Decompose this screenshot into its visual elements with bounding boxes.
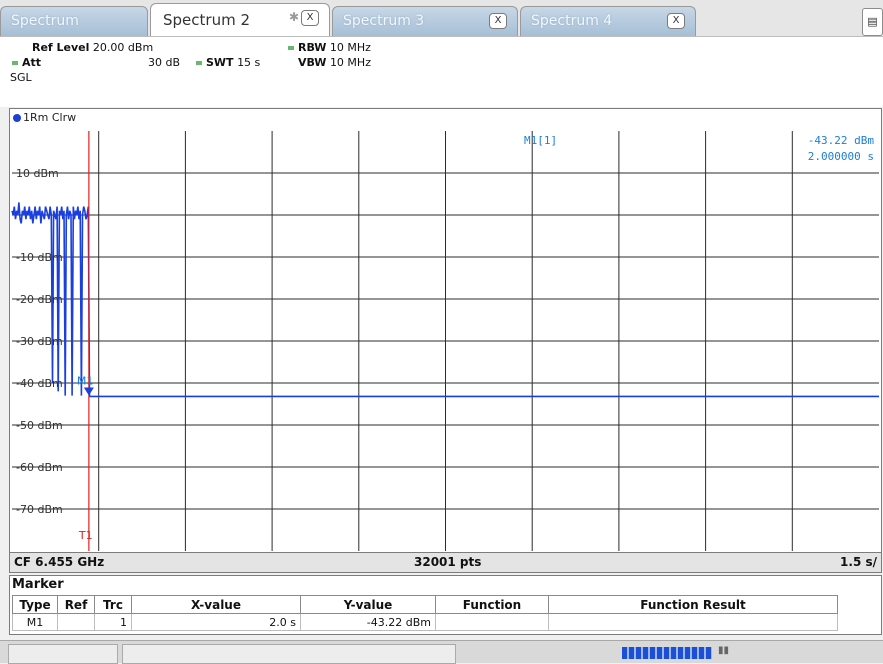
cell-ref xyxy=(57,613,95,631)
col-type: Type xyxy=(12,595,58,614)
cell-trc: 1 xyxy=(94,613,132,631)
tab-spectrum-3[interactable]: Spectrum 3 X xyxy=(332,6,518,36)
tab-label: Spectrum 2 xyxy=(163,11,250,29)
y-tick-label: -50 dBm xyxy=(16,419,63,432)
marker-table-title: Marker xyxy=(12,577,64,592)
cell-y-value: -43.22 dBm xyxy=(300,613,436,631)
swt-label: SWT xyxy=(206,56,234,69)
marker-label: M1 xyxy=(77,375,94,388)
marker-table-header: Type Ref Trc X-value Y-value Function Fu… xyxy=(12,595,838,614)
time-per-division: 1.5 s/ xyxy=(840,555,877,569)
diagram-footer: CF 6.455 GHz 32001 pts 1.5 s/ xyxy=(9,553,882,573)
marker-readout-level: -43.22 dBm xyxy=(808,134,875,147)
col-function: Function xyxy=(435,595,549,614)
y-tick-label: 10 dBm xyxy=(16,167,59,180)
sweep-mode: SGL xyxy=(10,71,32,84)
y-tick-label: -10 dBm xyxy=(16,251,63,264)
close-tab-button[interactable]: X xyxy=(301,10,319,26)
rbw-label: RBW xyxy=(298,41,327,54)
layout-menu-icon[interactable]: ▤ xyxy=(862,8,883,36)
vbw-label: VBW xyxy=(298,56,327,69)
tab-spectrum-2[interactable]: Spectrum 2 ✱ X xyxy=(150,3,330,36)
trace-dot-icon xyxy=(13,114,21,122)
marker-table-panel: Marker Type Ref Trc X-value Y-value Func… xyxy=(9,575,882,635)
vbw[interactable]: VBW 10 MHz xyxy=(298,56,371,69)
rbw-value: 10 MHz xyxy=(329,41,371,54)
coupled-indicator-icon xyxy=(12,61,18,65)
trace-label: 1Rm Clrw xyxy=(23,111,77,124)
y-tick-label: -20 dBm xyxy=(16,293,63,306)
col-x-value: X-value xyxy=(131,595,301,614)
col-y-value: Y-value xyxy=(300,595,436,614)
sweep-progress-bar xyxy=(622,647,712,659)
rbw[interactable]: RBW 10 MHz xyxy=(288,41,371,54)
close-tab-button[interactable]: X xyxy=(489,13,507,29)
tab-spectrum-4[interactable]: Spectrum 4 X xyxy=(520,6,696,36)
swt[interactable]: SWT 15 s xyxy=(196,56,260,69)
att[interactable]: Att xyxy=(12,56,41,69)
ref-level-value: 20.00 dBm xyxy=(92,41,154,54)
center-frequency: CF 6.455 GHz xyxy=(14,555,105,569)
cell-function-result xyxy=(548,613,838,631)
tab-spectrum-1[interactable]: Spectrum xyxy=(0,6,148,36)
marker-readout-name: M1[1] xyxy=(524,134,557,147)
y-tick-label: -70 dBm xyxy=(16,503,63,516)
status-field xyxy=(8,644,118,664)
marker-triangle-icon xyxy=(83,387,94,396)
trace-indicator[interactable]: 1Rm Clrw xyxy=(13,111,76,124)
y-tick-label: -40 dBm xyxy=(16,377,63,390)
marker-table: Type Ref Trc X-value Y-value Function Fu… xyxy=(12,595,838,631)
cell-type: M1 xyxy=(12,613,58,631)
cell-x-value: 2.0 s xyxy=(131,613,301,631)
trigger-label: T1 xyxy=(78,529,93,542)
close-tab-button[interactable]: X xyxy=(667,13,685,29)
att-value: 30 dB xyxy=(148,56,181,69)
coupled-indicator-icon xyxy=(288,46,294,50)
trace-line xyxy=(11,202,879,398)
y-tick-label: -60 dBm xyxy=(16,461,63,474)
vbw-value: 10 MHz xyxy=(329,56,371,69)
tab-bar: Spectrum Spectrum 2 ✱ X Spectrum 3 X Spe… xyxy=(0,0,883,37)
ref-level-label: Ref Level xyxy=(32,41,90,54)
sweep-points: 32001 pts xyxy=(414,555,482,569)
pin-icon[interactable]: ✱ xyxy=(288,10,299,24)
marker-readout-time: 2.000000 s xyxy=(808,150,874,163)
settings-panel: Ref Level 20.00 dBm RBW 10 MHz Att 30 dB… xyxy=(0,37,883,107)
col-ref: Ref xyxy=(57,595,95,614)
coupled-indicator-icon xyxy=(196,61,202,65)
y-tick-label: -30 dBm xyxy=(16,335,63,348)
table-row[interactable]: M1 1 2.0 s -43.22 dBm xyxy=(12,613,838,631)
col-trc: Trc xyxy=(94,595,132,614)
swt-value: 15 s xyxy=(237,56,261,69)
cell-function xyxy=(435,613,549,631)
status-bar: ▮▮ xyxy=(0,640,883,664)
att-label: Att xyxy=(22,56,42,69)
col-function-result: Function Result xyxy=(548,595,838,614)
tab-label: Spectrum xyxy=(11,13,79,29)
ref-level[interactable]: Ref Level 20.00 dBm xyxy=(32,41,153,54)
tab-label: Spectrum 4 xyxy=(531,13,613,29)
trace-plot: 10 dBm -10 dBm -20 dBm -30 dBm -40 dBm -50 dB… xyxy=(11,131,879,551)
status-indicator-icon: ▮▮ xyxy=(718,645,730,656)
tab-label: Spectrum 3 xyxy=(343,13,425,29)
status-field xyxy=(122,644,456,664)
spectrum-diagram[interactable]: 10 dBm -10 dBm -20 dBm -30 dBm -40 dBm -50 dB… xyxy=(9,108,882,553)
